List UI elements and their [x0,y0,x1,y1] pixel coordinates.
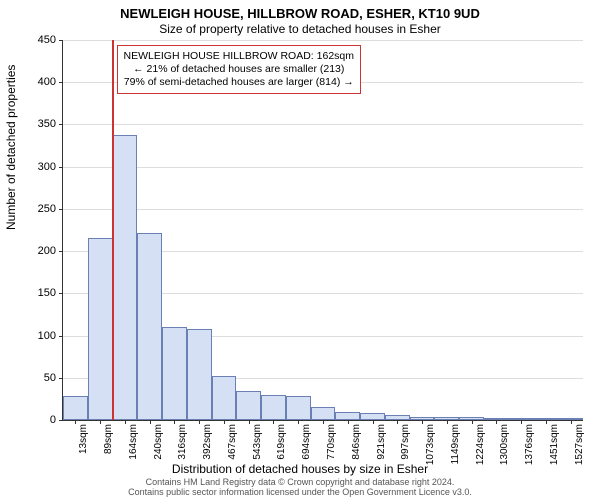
annotation-line2: ← 21% of detached houses are smaller (21… [133,63,344,75]
footer-line2: Contains public sector information licen… [128,487,472,497]
ytick-label: 50 [0,372,56,384]
xtick-label: 997sqm [400,424,411,460]
gridline [63,167,583,168]
histogram-bar [311,407,336,420]
xtick-mark [348,420,349,424]
xtick-label: 1376sqm [524,424,535,465]
ytick-label: 400 [0,76,56,88]
xtick-mark [174,420,175,424]
xtick-mark [496,420,497,424]
xtick-label: 770sqm [326,424,337,460]
xtick-mark [323,420,324,424]
footer-line1: Contains HM Land Registry data © Crown c… [146,477,455,487]
xtick-label: 1300sqm [499,424,510,465]
ytick-mark [59,293,63,294]
annotation-line1: NEWLEIGH HOUSE HILLBROW ROAD: 162sqm [124,50,354,62]
chart-title-line2: Size of property relative to detached ho… [0,22,600,36]
ytick-mark [59,82,63,83]
xtick-label: 392sqm [202,424,213,460]
ytick-mark [59,336,63,337]
xtick-label: 467sqm [227,424,238,460]
plot-area: 13sqm89sqm164sqm240sqm316sqm392sqm467sqm… [62,40,583,421]
xtick-mark [472,420,473,424]
xtick-mark [397,420,398,424]
xtick-label: 240sqm [153,424,164,460]
xtick-mark [447,420,448,424]
xtick-mark [249,420,250,424]
xtick-mark [546,420,547,424]
xtick-label: 543sqm [252,424,263,460]
xtick-mark [125,420,126,424]
gridline [63,40,583,41]
histogram-bar [261,395,286,420]
xtick-label: 921sqm [376,424,387,460]
marker-line [112,40,114,420]
xtick-mark [273,420,274,424]
ytick-label: 200 [0,245,56,257]
ytick-label: 250 [0,203,56,215]
gridline [63,124,583,125]
histogram-bar [187,329,212,420]
ytick-mark [59,251,63,252]
histogram-bar [162,327,187,420]
xtick-mark [521,420,522,424]
ytick-label: 150 [0,287,56,299]
ytick-label: 0 [0,414,56,426]
xtick-mark [224,420,225,424]
histogram-bar [88,238,113,420]
xtick-label: 13sqm [78,424,89,454]
histogram-bar [212,376,237,420]
xtick-mark [199,420,200,424]
xtick-mark [298,420,299,424]
xtick-label: 1073sqm [425,424,436,465]
xtick-label: 89sqm [103,424,114,454]
xtick-mark [571,420,572,424]
xtick-label: 164sqm [128,424,139,460]
x-axis-label: Distribution of detached houses by size … [0,462,600,476]
ytick-label: 350 [0,118,56,130]
histogram-bar [113,135,138,420]
ytick-label: 100 [0,330,56,342]
ytick-mark [59,209,63,210]
gridline [63,209,583,210]
histogram-bar [236,391,261,420]
annotation-box: NEWLEIGH HOUSE HILLBROW ROAD: 162sqm← 21… [117,45,361,94]
chart-title-line1: NEWLEIGH HOUSE, HILLBROW ROAD, ESHER, KT… [0,6,600,21]
chart-container: NEWLEIGH HOUSE, HILLBROW ROAD, ESHER, KT… [0,0,600,500]
xtick-label: 694sqm [301,424,312,460]
xtick-mark [75,420,76,424]
histogram-bar [63,396,88,420]
xtick-label: 1224sqm [475,424,486,465]
xtick-label: 846sqm [351,424,362,460]
xtick-label: 316sqm [177,424,188,460]
histogram-bar [335,412,360,420]
ytick-mark [59,40,63,41]
xtick-label: 1451sqm [549,424,560,465]
ytick-mark [59,378,63,379]
ytick-mark [59,167,63,168]
xtick-mark [422,420,423,424]
footer-attribution: Contains HM Land Registry data © Crown c… [0,478,600,498]
ytick-mark [59,124,63,125]
xtick-label: 1149sqm [450,424,461,464]
histogram-bar [360,413,385,420]
xtick-mark [100,420,101,424]
histogram-bar [286,396,311,420]
xtick-label: 1527sqm [574,424,585,465]
xtick-label: 619sqm [276,424,287,460]
xtick-mark [373,420,374,424]
ytick-label: 450 [0,34,56,46]
histogram-bar [137,233,162,420]
ytick-label: 300 [0,161,56,173]
annotation-line3: 79% of semi-detached houses are larger (… [124,76,354,88]
xtick-mark [150,420,151,424]
ytick-mark [59,420,63,421]
